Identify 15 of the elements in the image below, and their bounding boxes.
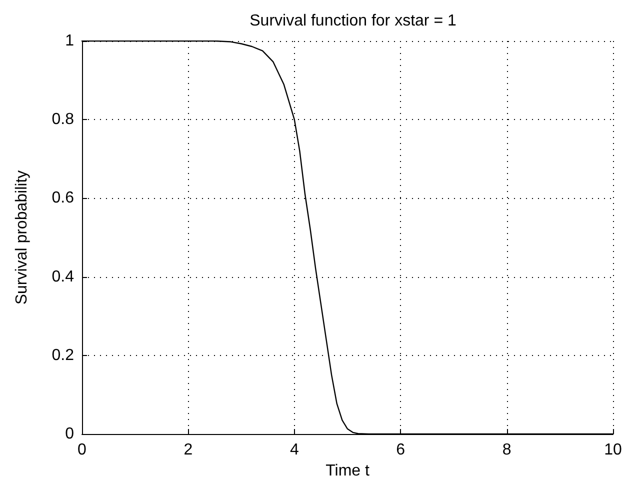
x-tick-label: 0 [78, 442, 87, 458]
x-tick-label: 10 [604, 442, 622, 458]
x-axis-title: Time t [326, 462, 370, 480]
y-tick-label: 0.8 [52, 111, 74, 128]
y-tick-label: 0.2 [52, 346, 74, 364]
x-tick-label: 6 [396, 442, 406, 458]
y-tick-label: 0.4 [52, 268, 74, 286]
y-tick-label: 1 [65, 32, 74, 50]
x-tick-label: 2 [184, 442, 193, 458]
chart-title: Survival function for xstar = 1 [250, 12, 456, 30]
x-tick-label: 4 [290, 442, 299, 458]
y-tick-label: 0.6 [52, 190, 74, 207]
y-axis-title: Survival probability [14, 170, 30, 305]
x-tick-label: 8 [502, 442, 512, 458]
y-tick-label: 0 [65, 426, 74, 442]
